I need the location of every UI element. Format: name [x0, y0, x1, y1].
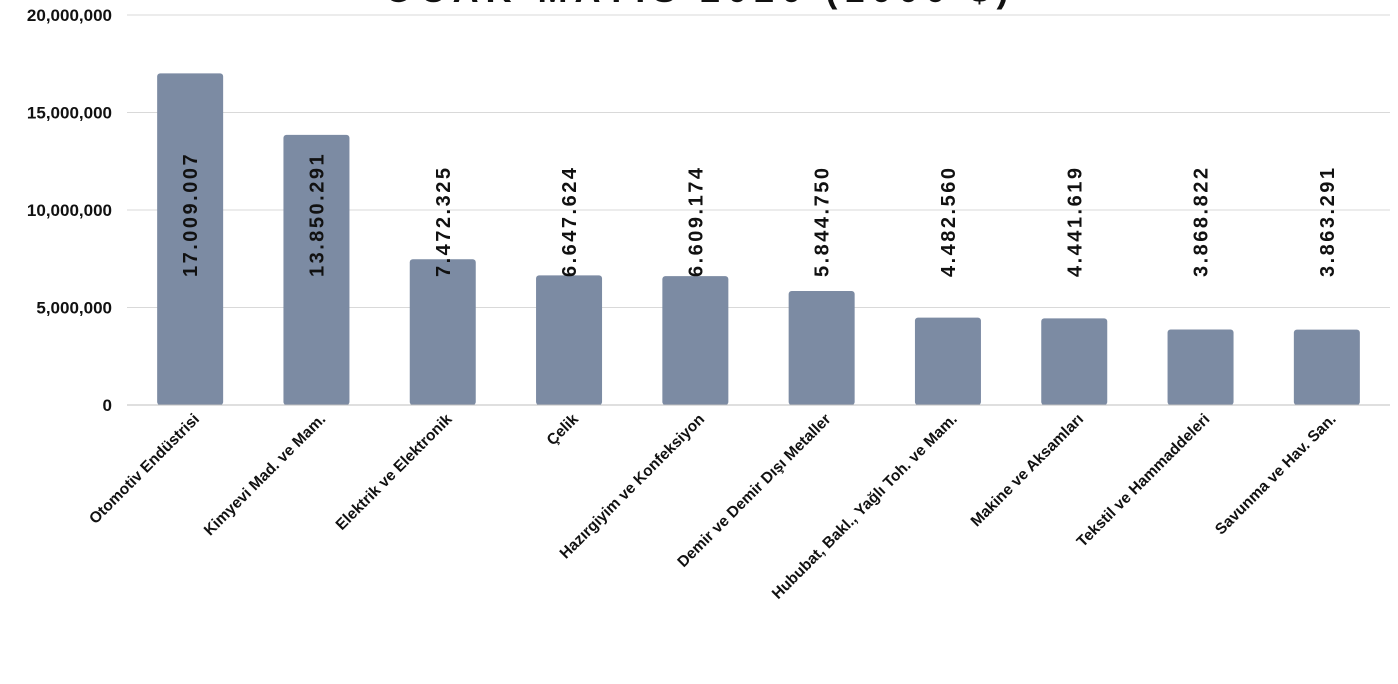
data-label: 5.844.750	[812, 166, 834, 277]
bar	[157, 73, 224, 405]
y-axis-tick-labels: 0 5,000,000 10,000,000 15,000,000 20,000,000	[27, 6, 112, 415]
bar	[1167, 329, 1234, 405]
x-tick-label: Makine ve Aksamları	[968, 411, 1087, 530]
x-tick-label: Savunma ve Hav. San.	[1212, 411, 1340, 539]
x-tick-label: Otomotiv Endüstrisi	[86, 411, 203, 528]
data-label: 4.482.560	[938, 166, 960, 277]
bar	[662, 276, 729, 405]
data-label: 7.472.325	[433, 166, 455, 277]
y-tick-label: 20,000,000	[27, 6, 112, 25]
data-labels: 17.009.007 13.850.291 7.472.325 6.647.624 6.…	[180, 152, 1339, 277]
x-tick-label: Kimyevi Mad. ve Mam.	[201, 411, 329, 539]
y-tick-label: 0	[103, 396, 112, 415]
data-label: 6.609.174	[685, 166, 707, 277]
y-tick-label: 10,000,000	[27, 201, 112, 220]
bar	[536, 275, 603, 405]
data-label: 3.868.822	[1191, 166, 1213, 277]
bar	[1293, 329, 1360, 405]
bar	[788, 291, 855, 405]
bar	[283, 134, 350, 406]
x-tick-label: Çelik	[544, 411, 582, 449]
y-tick-label: 15,000,000	[27, 104, 112, 123]
data-label: 6.647.624	[559, 166, 581, 277]
x-tick-label: Demir ve Demir Dışı Metaller	[674, 411, 834, 571]
bar	[914, 317, 981, 405]
x-tick-label: Elektrik ve Elektronik	[333, 411, 456, 534]
x-tick-label: Tekstil ve Hammaddeleri	[1074, 411, 1214, 551]
chart-title: OCAK-MAYIS 2020 (1000 $)	[385, 0, 1016, 10]
bar	[409, 259, 476, 405]
bars	[157, 73, 1360, 406]
data-label: 17.009.007	[180, 152, 202, 277]
data-label: 13.850.291	[306, 152, 328, 277]
y-tick-label: 5,000,000	[36, 299, 112, 318]
data-label: 4.441.619	[1064, 166, 1086, 277]
x-tick-label: Hazırgiyim ve Konfeksiyon	[557, 411, 709, 563]
bar	[1041, 318, 1108, 405]
data-label: 3.863.291	[1317, 166, 1339, 277]
